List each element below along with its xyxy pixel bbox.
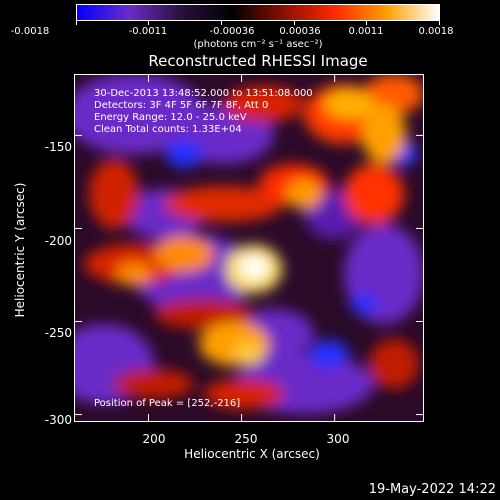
intensity-blob (324, 89, 374, 119)
heatmap-plot (74, 74, 424, 422)
y-tick-label: -250 (44, 326, 72, 340)
y-tick-label: -300 (44, 413, 72, 427)
x-tick-label: 300 (326, 432, 350, 446)
intensity-blob (309, 340, 349, 368)
colorbar-units: (photons cm⁻² s⁻¹ asec⁻²) (193, 39, 323, 50)
intensity-blob (204, 379, 284, 409)
intensity-blob (350, 294, 378, 314)
intensity-blob (286, 179, 322, 209)
colorbar-tick-label: -0.0018 (10, 26, 50, 37)
colorbar-tick (294, 21, 295, 25)
datestamp: 19-May-2022 14:22 (368, 482, 496, 497)
intensity-blob (369, 339, 419, 389)
image-title: Reconstructed RHESSI Image (148, 52, 368, 70)
colorbar-tick (221, 21, 222, 25)
colorbar-tick-label: 0.00036 (279, 26, 321, 37)
y-tick-label: -200 (44, 234, 72, 248)
intensity-blob (164, 186, 284, 222)
colorbar-tick (366, 21, 367, 25)
intensity-blob (116, 262, 152, 286)
energy-range-text: Energy Range: 12.0 - 25.0 keV (94, 112, 247, 123)
intensity-blob (166, 140, 202, 168)
colorbar-tick-label: 0.0011 (348, 26, 384, 37)
x-tick-label: 200 (142, 432, 166, 446)
intensity-blob (154, 236, 214, 272)
intensity-blob (74, 74, 204, 154)
colorbar-tick (148, 21, 149, 25)
colorbar-tick-label: 0.0018 (418, 26, 454, 37)
intensity-blob (114, 369, 194, 399)
intensity-blob (224, 86, 304, 122)
peak-position-text: Position of Peak = [252,-216] (94, 398, 241, 409)
x-axis-label: Heliocentric X (arcsec) (184, 447, 320, 461)
intensity-blob (362, 104, 406, 164)
intensity-blob (154, 299, 254, 329)
time-range-text: 30-Dec-2013 13:48:52.000 to 13:51:08.000 (94, 88, 313, 99)
x-tick-label: 250 (234, 432, 258, 446)
intensity-blob (240, 255, 268, 279)
clean-counts-text: Clean Total counts: 1.33E+04 (94, 124, 242, 135)
colorbar-tick-label: -0.0011 (128, 26, 168, 37)
intensity-blob (344, 164, 404, 224)
intensity-blob (364, 74, 424, 114)
intensity-blob (89, 159, 139, 229)
colorbar-tick (439, 21, 440, 25)
colorbar (76, 4, 440, 21)
colorbar-tick (76, 21, 77, 25)
y-tick-label: -150 (44, 140, 72, 154)
detectors-text: Detectors: 3F 4F 5F 6F 7F 8F, Att 0 (94, 100, 269, 111)
intensity-blob (234, 344, 264, 364)
colorbar-tick-label: -0.00036 (209, 26, 255, 37)
y-axis-label: Heliocentric Y (arcsec) (13, 182, 27, 318)
